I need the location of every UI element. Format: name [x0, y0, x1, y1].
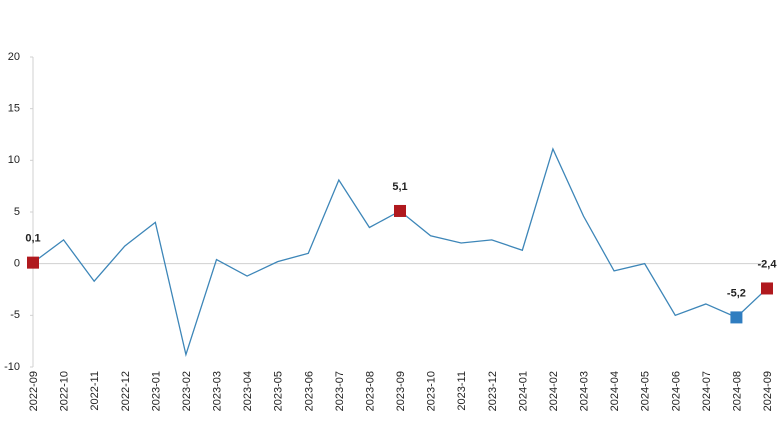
x-tick-label: 2022-12 — [120, 371, 132, 411]
x-tick-label: 2024-03 — [579, 371, 591, 411]
value-label: -2,4 — [758, 258, 778, 270]
x-tick-label: 2023-12 — [487, 371, 499, 411]
y-tick-label: 15 — [8, 103, 20, 115]
x-tick-label: 2024-01 — [517, 371, 529, 411]
marker — [730, 311, 743, 324]
y-tick-label: 0 — [14, 258, 20, 270]
x-tick-label: 2023-04 — [242, 371, 254, 411]
y-tick-label: -5 — [10, 309, 20, 321]
x-tick-label: 2022-09 — [28, 371, 40, 411]
value-label: 5,1 — [392, 181, 407, 193]
data-line — [32, 147, 768, 358]
marker — [27, 256, 39, 269]
y-tick-label: 5 — [14, 206, 20, 218]
x-tick-label: 2023-08 — [364, 371, 376, 411]
x-tick-label: 2023-05 — [273, 371, 285, 411]
x-tick-label: 2023-06 — [303, 371, 315, 411]
x-tick-label: 2023-11 — [456, 371, 468, 411]
x-tick-label: 2023-03 — [212, 371, 224, 411]
marker — [761, 282, 773, 295]
x-tick-label: 2023-02 — [181, 371, 193, 411]
x-tick-label: 2024-06 — [670, 371, 682, 411]
x-tick-label: 2022-10 — [59, 371, 71, 411]
x-tick-label: 2024-05 — [640, 371, 652, 411]
y-tick-label: 10 — [8, 154, 20, 166]
x-tick-label: 2024-07 — [701, 371, 713, 411]
marker — [394, 204, 406, 217]
value-label: -5,2 — [727, 287, 746, 299]
x-tick-label: 2022-11 — [89, 371, 101, 411]
x-tick-label: 2023-01 — [150, 371, 162, 411]
x-tick-label: 2024-04 — [609, 371, 621, 411]
value-label: 0,1 — [25, 233, 40, 245]
x-tick-label: 2023-10 — [426, 371, 438, 411]
x-tick-label: 2024-02 — [548, 371, 560, 411]
x-tick-label: 2024-08 — [731, 371, 743, 411]
y-tick-label: -10 — [4, 361, 20, 373]
y-tick-label: 20 — [8, 51, 20, 63]
x-tick-label: 2023-09 — [395, 371, 407, 411]
x-tick-label: 2024-09 — [762, 371, 774, 411]
x-tick-label: 2023-07 — [334, 371, 346, 411]
